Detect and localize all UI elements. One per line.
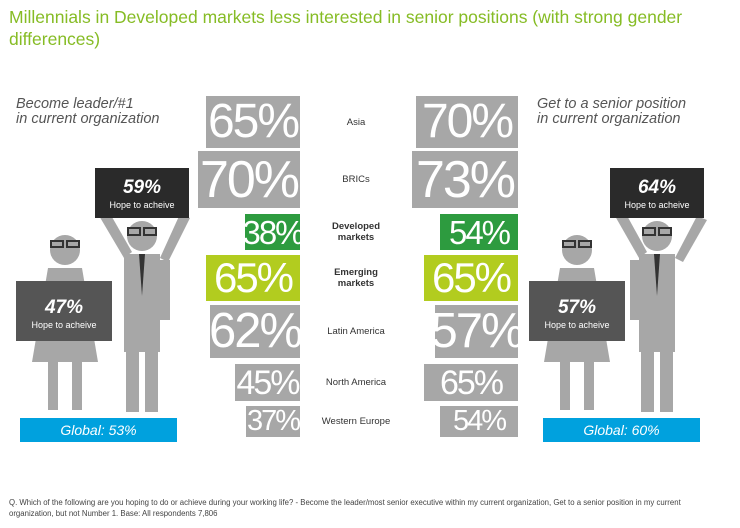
- left-value-box-1: 65%: [206, 96, 300, 148]
- right-value-box-4: 65%: [424, 255, 518, 301]
- right-value-box-2: 73%: [412, 151, 518, 208]
- right-male-caption: Hope to acheive: [624, 200, 690, 210]
- right-heading: Get to a senior position in current orga…: [537, 97, 686, 127]
- right-value-box-7: 54%: [440, 406, 518, 437]
- left-heading-line-2: in current organization: [16, 111, 160, 127]
- footnote-line-1: Q. Which of the following are you hoping…: [9, 498, 681, 507]
- region-label-line: North America: [325, 377, 387, 388]
- region-label-line: Western Europe: [321, 416, 391, 427]
- right-global-bar: Global: 60%: [543, 418, 700, 442]
- region-label-6: North America: [306, 377, 406, 388]
- left-value-box-6: 45%: [235, 364, 300, 401]
- region-label-3: Developed markets: [306, 221, 406, 243]
- region-label-line: Emerging: [334, 267, 378, 278]
- region-label-line: Asia: [346, 116, 366, 128]
- left-male-figure: [98, 210, 190, 412]
- right-female-pct: 57%: [557, 297, 597, 318]
- region-label-2: BRICs: [306, 174, 406, 185]
- right-value-box-3: 54%: [440, 214, 518, 250]
- right-male-figure: [615, 212, 707, 412]
- region-label-line: BRICs: [342, 174, 370, 185]
- chart-title: Millennials in Developed markets less in…: [9, 7, 683, 49]
- left-value-box-7: 37%: [246, 406, 300, 437]
- left-male-caption: Hope to acheive: [109, 200, 175, 210]
- right-male-pct: 64%: [637, 177, 677, 198]
- left-value-box-3: 38%: [245, 214, 300, 250]
- left-male-pct: 59%: [122, 177, 162, 198]
- right-heading-line-1: Get to a senior position: [537, 96, 687, 112]
- left-male-sign: 59% Hope to acheive: [95, 168, 189, 218]
- right-heading-line-2: in current organization: [537, 111, 681, 127]
- right-value-box-1: 70%: [416, 96, 518, 148]
- left-heading-line-1: Become leader/#1: [16, 96, 134, 112]
- region-label-line: Developed: [331, 221, 381, 232]
- left-value-box-2: 70%: [198, 151, 300, 208]
- right-female-caption: Hope to acheive: [544, 320, 610, 330]
- left-value-box-5: 62%: [210, 305, 300, 358]
- right-value-box-5: 57%: [435, 305, 518, 358]
- region-label-4: Emerging markets: [306, 267, 406, 289]
- right-female-sign: 57% Hope to acheive: [529, 281, 625, 341]
- region-label-line: markets: [337, 278, 375, 289]
- region-label-line: Latin America: [327, 326, 385, 337]
- left-heading: Become leader/#1 in current organization: [16, 97, 159, 127]
- right-value-box-6: 65%: [424, 364, 518, 401]
- region-label-1: Asia: [306, 117, 406, 128]
- left-global-bar: Global: 53%: [20, 418, 177, 442]
- left-female-pct: 47%: [44, 297, 84, 318]
- right-male-sign: 64% Hope to acheive: [610, 168, 704, 218]
- region-label-line: markets: [337, 232, 375, 243]
- left-value-box-4: 65%: [206, 255, 300, 301]
- left-female-caption: Hope to acheive: [31, 320, 97, 330]
- footnote-line-2: organization, but not Number 1. Base: Al…: [9, 509, 218, 518]
- left-female-sign: 47% Hope to acheive: [16, 281, 112, 341]
- region-label-7: Western Europe: [306, 416, 406, 427]
- region-label-5: Latin America: [306, 326, 406, 337]
- footnote: Q. Which of the following are you hoping…: [9, 497, 729, 519]
